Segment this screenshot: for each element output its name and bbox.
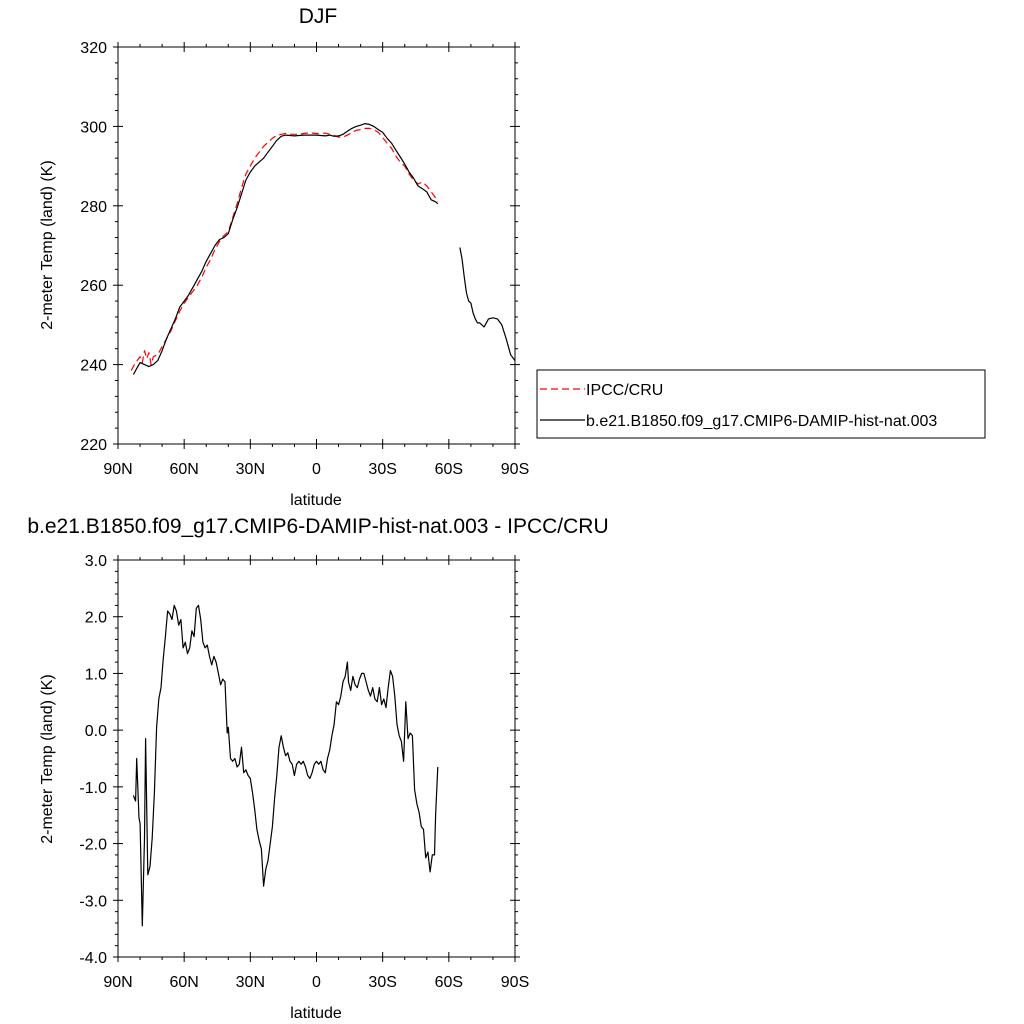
bottom-x-tick-label: 30S [368, 974, 396, 991]
top-series-line-model [132, 122, 439, 375]
bottom-x-axis-ticks: 90N 60N 30N 0 30S 60S 90S [103, 555, 529, 991]
top-x-tick-label: 60S [435, 461, 463, 478]
top-plot-lines [130, 122, 516, 375]
bottom-y-tick-label: 3.0 [85, 553, 107, 570]
top-y-tick-label: 280 [80, 199, 107, 216]
top-series-line-ipcc-cru [130, 127, 439, 371]
top-y-axis-label: 2-meter Temp (land) (K) [39, 160, 56, 330]
top-x-tick-label: 90S [501, 461, 529, 478]
bottom-chart-panel: b.e21.B1850.f09_g17.CMIP6-DAMIP-hist-nat… [27, 515, 608, 1022]
bottom-y-tick-label: -3.0 [79, 893, 107, 910]
bottom-x-tick-label: 90N [103, 974, 132, 991]
top-y-tick-label: 260 [80, 278, 107, 295]
legend-box [536, 369, 986, 439]
bottom-x-tick-label: 90S [501, 974, 529, 991]
bottom-plot-lines [132, 604, 439, 927]
legend-label-model: b.e21.B1850.f09_g17.CMIP6-DAMIP-hist-nat… [586, 413, 937, 430]
bottom-series-line-difference [132, 604, 439, 927]
top-x-tick-label: 0 [312, 461, 321, 478]
bottom-x-tick-label: 60S [435, 974, 463, 991]
bottom-y-axis-label: 2-meter Temp (land) (K) [39, 674, 56, 844]
bottom-x-tick-label: 30N [236, 974, 265, 991]
bottom-y-tick-label: -2.0 [79, 837, 107, 854]
bottom-y-tick-label: 1.0 [85, 666, 107, 683]
top-x-axis-label: latitude [290, 492, 342, 509]
bottom-x-axis-label: latitude [290, 1005, 342, 1022]
bottom-y-tick-label: -1.0 [79, 780, 107, 797]
bottom-x-tick-label: 60N [169, 974, 198, 991]
top-x-axis-ticks: 90N 60N 30N 0 30S 60S 90S [103, 42, 529, 478]
top-y-tick-label: 320 [80, 40, 107, 57]
top-x-tick-label: 90N [103, 461, 132, 478]
bottom-y-tick-label: -4.0 [79, 950, 107, 967]
top-y-tick-label: 240 [80, 358, 107, 375]
legend-label-ipcc-cru: IPCC/CRU [586, 382, 663, 399]
top-plot-frame [117, 46, 516, 445]
bottom-chart-title: b.e21.B1850.f09_g17.CMIP6-DAMIP-hist-nat… [27, 515, 608, 538]
legend: IPCC/CRU b.e21.B1850.f09_g17.CMIP6-DAMIP… [536, 369, 986, 439]
top-y-axis-ticks: 220 240 260 280 300 320 [80, 40, 520, 454]
bottom-y-axis-ticks: -4.0 -3.0 -2.0 -1.0 0.0 1.0 2.0 3.0 [79, 553, 520, 967]
top-x-tick-label: 30N [236, 461, 265, 478]
top-y-tick-label: 220 [80, 437, 107, 454]
bottom-x-tick-label: 0 [312, 974, 321, 991]
top-x-tick-label: 60N [169, 461, 198, 478]
top-chart-title: DJF [299, 5, 338, 28]
bottom-y-tick-label: 0.0 [85, 723, 107, 740]
top-x-tick-label: 30S [368, 461, 396, 478]
top-y-tick-label: 300 [80, 119, 107, 136]
top-series-line-model [459, 247, 516, 361]
bottom-y-tick-label: 2.0 [85, 610, 107, 627]
